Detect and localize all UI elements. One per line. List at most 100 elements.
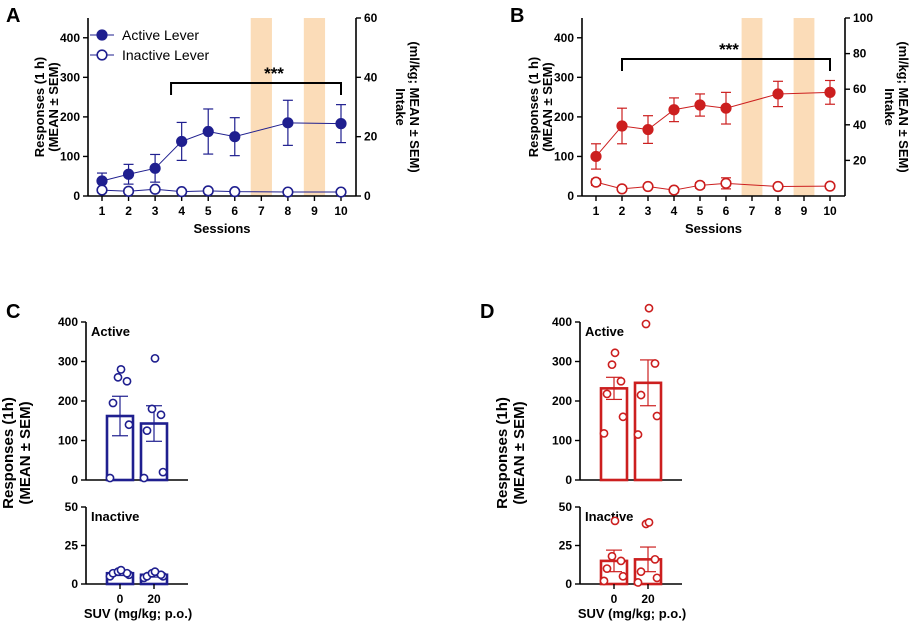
panel-b-xtick-label: 4 bbox=[671, 204, 678, 218]
panel-b-xtick-label: 3 bbox=[645, 204, 652, 218]
panel-c-active-data-point bbox=[116, 364, 126, 374]
panel-a-series-1-point bbox=[176, 186, 188, 198]
panel-d-active-data-point bbox=[652, 411, 662, 421]
panel-d-y-label-line1: Responses (1h) bbox=[494, 397, 511, 509]
panel-b-xtick-label: 6 bbox=[723, 204, 730, 218]
panel-c-active-data-point bbox=[139, 473, 149, 483]
panel-a-series-0-point bbox=[335, 118, 347, 130]
panel-a-series-1-point bbox=[122, 185, 135, 197]
panel-b-xtick-label: 5 bbox=[697, 204, 704, 218]
panel-a-ytick-label: 200 bbox=[60, 110, 80, 124]
panel-d-active-data-point bbox=[636, 390, 646, 400]
panel-c-active-data-point bbox=[142, 426, 152, 436]
panel-b-ytick-label: 300 bbox=[554, 70, 574, 84]
panel-d-y-label-line2: (MEAN ± SEM) bbox=[511, 401, 528, 504]
panel-b-y2tick-label: 100 bbox=[853, 11, 873, 25]
panel-b-ytick-label: 100 bbox=[554, 149, 574, 163]
panel-a-xtick-label: 2 bbox=[125, 204, 132, 218]
panel-b-xtick-label: 9 bbox=[801, 204, 808, 218]
panel-a-series-0-point bbox=[282, 117, 294, 129]
panel-a-series-1-point bbox=[229, 186, 241, 198]
panel-d-inactive-data-point bbox=[633, 578, 643, 587]
panel-a-xtick-label: 1 bbox=[99, 204, 106, 218]
panel-b-series-0-point bbox=[642, 123, 654, 136]
panel-b-series-0-point bbox=[772, 88, 784, 100]
panel-d-active-data-point bbox=[644, 303, 654, 313]
panel-a-series-1-point bbox=[96, 184, 108, 196]
panel-b-ytick-label: 400 bbox=[554, 31, 574, 45]
panel-d-xtick-label: 20 bbox=[641, 592, 655, 606]
panel-c-active-title: Active bbox=[91, 324, 130, 339]
panel-d-active-data-point bbox=[616, 376, 626, 386]
panel-d-active-ytick-label: 400 bbox=[552, 315, 572, 329]
panel-c-inactive-data-point bbox=[150, 567, 160, 577]
panel-a-xtick-label: 7 bbox=[258, 204, 265, 218]
panel-a-ytick-label: 100 bbox=[60, 149, 80, 163]
panel-a-y2tick-label: 0 bbox=[364, 189, 371, 203]
panel-a-band-0 bbox=[250, 18, 272, 196]
panel-c-active-ytick-label: 0 bbox=[71, 473, 78, 487]
panel-a-series-0-point bbox=[122, 168, 135, 180]
panel-a-legend-marker-0 bbox=[96, 29, 108, 41]
panel-c-label: C bbox=[6, 301, 20, 323]
panel-d-inactive-data-point bbox=[636, 567, 646, 577]
panel-a-y2tick-label: 60 bbox=[364, 11, 378, 25]
panel-b-xtick-label: 2 bbox=[619, 204, 626, 218]
panel-a-series-0-point bbox=[229, 131, 241, 143]
panel-b-series-0-point bbox=[694, 99, 706, 111]
panel-a-series-1-point bbox=[335, 186, 347, 198]
panel-b-series-0-point bbox=[668, 104, 680, 116]
panel-b-y2tick-label: 60 bbox=[853, 82, 867, 96]
panel-c-xtick-label: 20 bbox=[147, 592, 161, 606]
panel-a-y2tick-label: 20 bbox=[364, 130, 378, 144]
panel-c-active-ytick-label: 400 bbox=[58, 315, 78, 329]
panel-a-xtick-label: 9 bbox=[311, 204, 318, 218]
panel-c-active-data-point bbox=[150, 353, 160, 363]
panel-c-active-data-point bbox=[122, 376, 132, 386]
panel-a-sig-label: *** bbox=[264, 64, 284, 83]
panel-b-series-1-point bbox=[720, 177, 732, 189]
panel-a-xtick-label: 5 bbox=[205, 204, 212, 218]
panel-a-series-0-point bbox=[176, 135, 188, 148]
panel-d-inactive-ytick-label: 50 bbox=[559, 500, 573, 514]
panel-c-active-ytick-label: 100 bbox=[58, 434, 78, 448]
panel-d-active-data-point bbox=[607, 360, 617, 370]
panel-a-label: A bbox=[6, 5, 20, 27]
panel-a-xtick-label: 10 bbox=[334, 204, 348, 218]
panel-d-active-ytick-label: 100 bbox=[552, 434, 572, 448]
panel-d-active-data-point bbox=[599, 428, 609, 438]
panel-b-y-label-line2: (MEAN ± SEM) bbox=[540, 62, 555, 151]
panel-b-series-1-point bbox=[772, 180, 784, 193]
panel-b-sig-label: *** bbox=[719, 40, 739, 59]
panel-b-y2tick-label: 20 bbox=[853, 153, 867, 167]
panel-b-y2-label-line1: Intake bbox=[882, 88, 897, 126]
panel-a-ytick-label: 0 bbox=[73, 189, 80, 203]
panel-c-y-label-line2: (MEAN ± SEM) bbox=[17, 401, 34, 504]
panel-a-band-1 bbox=[303, 18, 326, 196]
panel-c-active-data-point bbox=[124, 420, 134, 430]
panel-d-label: D bbox=[480, 301, 494, 323]
panel-a-xtick-label: 8 bbox=[285, 204, 292, 218]
panel-a-xtick-label: 4 bbox=[178, 204, 185, 218]
panel-d-active-data-point bbox=[633, 430, 643, 439]
panel-a-y-label-line2: (MEAN ± SEM) bbox=[46, 62, 61, 151]
panel-a-legend-label-1: Inactive Lever bbox=[122, 47, 209, 63]
panel-a-xtick-label: 6 bbox=[231, 204, 238, 218]
panel-d-inactive-data-point bbox=[616, 556, 626, 566]
panel-b-ytick-label: 200 bbox=[554, 110, 574, 124]
panel-b-series-0-point bbox=[590, 150, 602, 163]
panel-a-x-label: Sessions bbox=[193, 221, 250, 236]
panel-b-series-1-point bbox=[824, 180, 836, 192]
panel-b-y-label-line1: Responses (1 h) bbox=[526, 57, 541, 157]
panel-d-active-ytick-label: 200 bbox=[552, 394, 572, 408]
panel-a-ytick-label: 400 bbox=[60, 31, 80, 45]
panel-a-series-1-point bbox=[202, 185, 214, 197]
panel-b-series-0-point bbox=[720, 102, 732, 114]
panel-c-active-data-point bbox=[147, 404, 157, 414]
panel-c-active-data-point bbox=[113, 372, 123, 382]
panel-d-inactive-data-point bbox=[650, 554, 660, 564]
panel-b-x-label: Sessions bbox=[685, 221, 742, 236]
panel-c-x-label: SUV (mg/kg; p.o.) bbox=[84, 606, 192, 621]
